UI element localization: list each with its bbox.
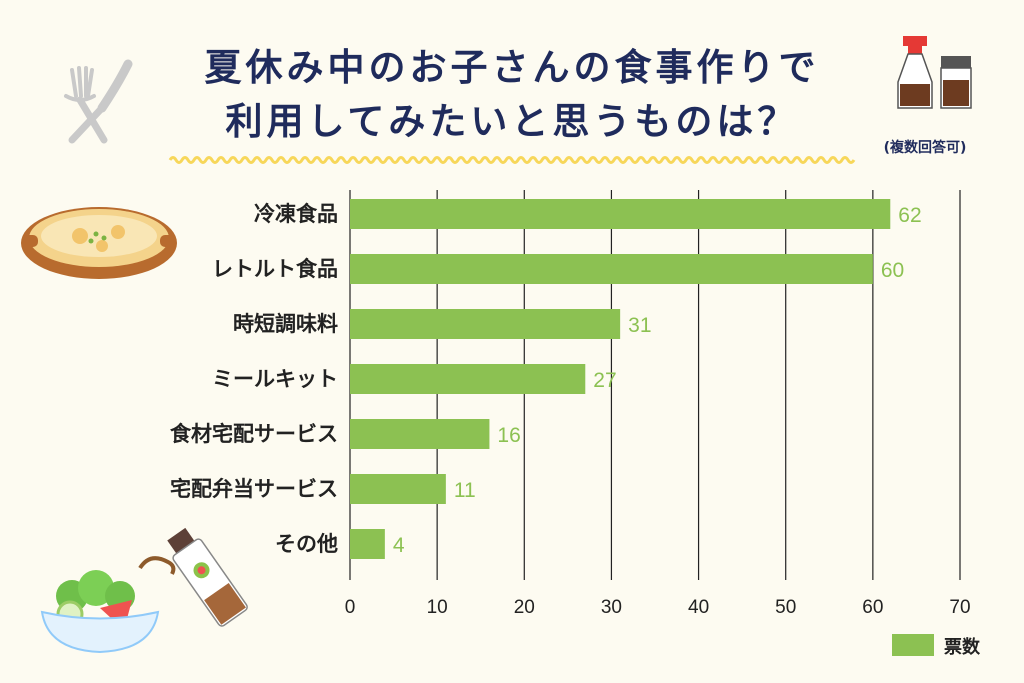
category-label: 時短調味料 (233, 312, 338, 336)
bar (350, 254, 873, 284)
fork-knife-icon (64, 59, 133, 144)
salad-bowl-icon (40, 570, 160, 654)
bar (350, 529, 385, 559)
x-tick-label: 70 (949, 597, 970, 618)
x-tick-labels: 0 10 20 30 40 50 60 70 (345, 597, 971, 618)
value-label: 60 (881, 259, 904, 282)
value-label: 27 (593, 369, 616, 392)
value-label: 16 (497, 424, 520, 447)
chart-title-line1: 夏休み中のお子さんの食事作りで (205, 46, 820, 89)
category-label: その他 (275, 532, 338, 556)
legend-swatch (892, 634, 934, 656)
title-underline-wave (168, 156, 856, 164)
bar (350, 309, 621, 339)
chart-title-line2: 利用してみたいと思うものは？ (226, 100, 799, 143)
bar (350, 474, 446, 504)
value-label: 31 (628, 314, 651, 337)
value-label: 62 (898, 204, 921, 227)
x-tick-label: 60 (862, 597, 883, 618)
multiple-answers-note: (複数回答可) (884, 139, 967, 156)
x-tick-label: 10 (427, 597, 448, 618)
x-tick-label: 40 (688, 597, 709, 618)
category-label: 宅配弁当サービス (170, 477, 338, 501)
x-tick-label: 50 (775, 597, 796, 618)
bars (350, 199, 891, 559)
bar (350, 419, 490, 449)
x-tick-label: 20 (514, 597, 535, 618)
category-label: ミールキット (212, 367, 338, 391)
legend: 票数 (892, 634, 981, 658)
value-label: 4 (393, 534, 405, 557)
category-label: 食材宅配サービス (170, 422, 338, 446)
value-label: 11 (454, 479, 476, 502)
category-label: 冷凍食品 (254, 202, 338, 226)
bar (350, 199, 891, 229)
legend-label: 票数 (944, 636, 981, 658)
bar (350, 364, 586, 394)
gratin-dish-icon (21, 207, 177, 279)
dressing-bottle-icon (138, 527, 248, 627)
value-labels: 62 60 31 27 16 11 4 (393, 204, 922, 557)
x-tick-label: 0 (345, 597, 356, 618)
x-tick-label: 30 (601, 597, 622, 618)
category-label: レトルト食品 (212, 257, 338, 281)
soy-sauce-bottle-icon (897, 36, 972, 109)
